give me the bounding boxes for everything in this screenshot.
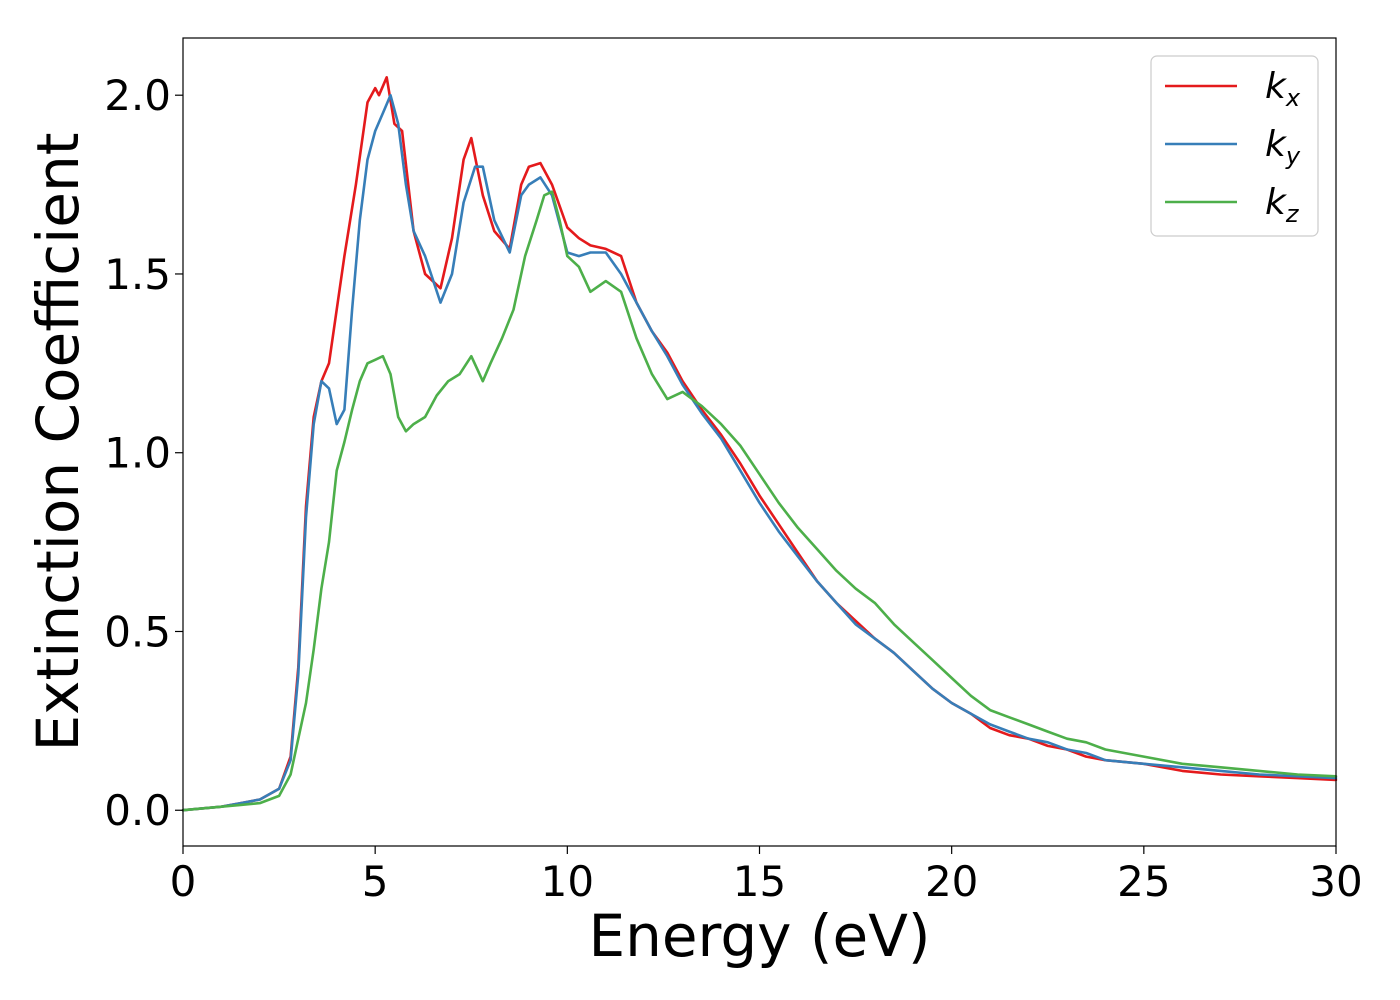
series-line-x: [181, 76, 1338, 812]
x-tick-label: 30: [1309, 857, 1362, 906]
legend-box: [1150, 55, 1319, 237]
y-tick-label: 0.0: [104, 786, 171, 835]
x-tick-label: 25: [1117, 857, 1170, 906]
legend-label-x: kx: [1265, 66, 1301, 112]
x-tick-label: 5: [362, 857, 389, 906]
series-line-y: [181, 93, 1338, 812]
x-tick-label: 10: [541, 857, 594, 906]
x-axis-ticks: 0 5 10 15 20 25 30: [170, 846, 1363, 906]
y-axis-ticks: 0.0 0.5 1.0 1.5 2.0: [104, 71, 183, 835]
legend-label-z: kz: [1265, 182, 1300, 228]
x-tick-label: 0: [170, 857, 197, 906]
y-tick-label: 1.0: [104, 429, 171, 478]
x-tick-label: 15: [733, 857, 786, 906]
y-axis-title: Extinction Coefficient: [24, 133, 92, 752]
series-line-z: [181, 190, 1338, 812]
y-tick-label: 1.5: [104, 250, 171, 299]
y-tick-label: 2.0: [104, 71, 171, 120]
series-lines: [181, 76, 1338, 812]
legend: kx ky kz: [1150, 55, 1319, 237]
x-tick-label: 20: [925, 857, 978, 906]
x-axis-title: Energy (eV): [588, 902, 930, 970]
plot-area: 0 5 10 15 20 25 30 0.0 0.5 1.0 1.5 2.0: [104, 37, 1363, 906]
y-tick-label: 0.5: [104, 607, 171, 656]
legend-label-y: ky: [1265, 124, 1301, 170]
